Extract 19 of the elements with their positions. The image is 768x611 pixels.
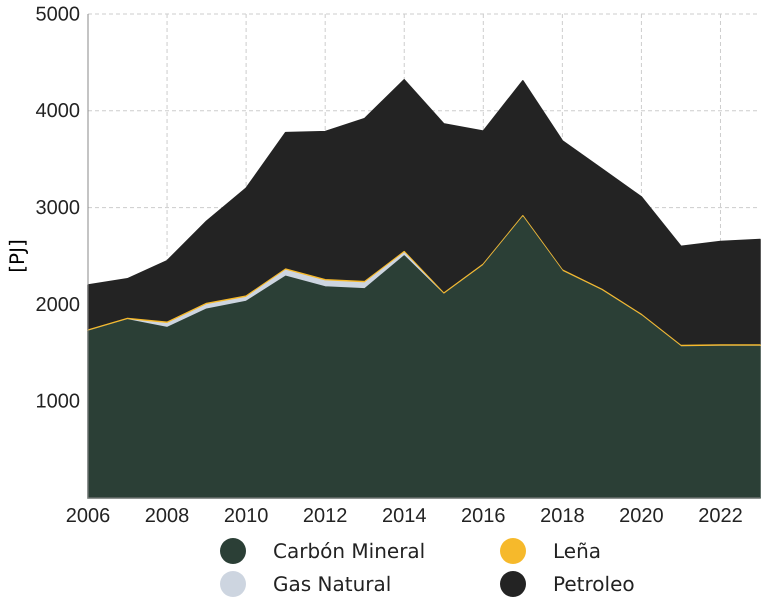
x-tick-label: 2010 [224,505,268,528]
x-tick-label: 2016 [461,505,506,528]
legend-label: Leña [553,539,602,563]
legend-label: Petroleo [553,572,635,596]
x-tick-label: 2020 [619,505,664,528]
y-tick-label: 5000 [36,3,80,26]
y-tick-label: 3000 [36,197,80,219]
y-tick-label: 1000 [36,390,80,413]
x-tick-label: 2008 [144,505,190,528]
legend-label: Carbón Mineral [273,539,426,563]
x-tick-label: 2022 [698,505,743,528]
legend-label: Gas Natural [273,572,392,596]
x-tick-label: 2006 [66,505,110,528]
x-tick-label: 2018 [540,505,585,528]
x-tick-label: 2012 [302,505,348,528]
y-tick-label: 4000 [36,100,80,122]
y-tick-label: 2000 [36,294,80,316]
y-axis-title: [PJ] [5,239,29,273]
x-tick-label: 2014 [382,505,426,528]
